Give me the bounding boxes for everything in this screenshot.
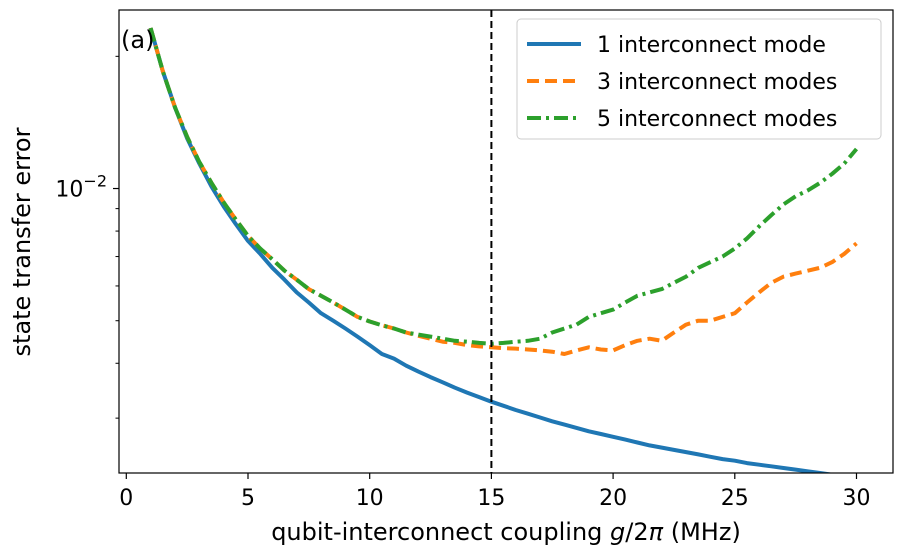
panel-label: (a) xyxy=(121,26,154,54)
x-axis-label: qubit-interconnect coupling g/2π (MHz) xyxy=(271,518,741,546)
plot-frame xyxy=(118,9,894,474)
legend: 1 interconnect mode 3 interconnect modes 5… xyxy=(516,18,882,140)
x-tick-label: 5 xyxy=(241,486,255,511)
x-tick-label: 15 xyxy=(477,486,505,511)
x-tick-label: 20 xyxy=(599,486,627,511)
series-line-1 xyxy=(148,27,835,473)
legend-label-1: 1 interconnect mode xyxy=(597,33,826,58)
x-tick-label: 30 xyxy=(842,486,870,511)
series-layer xyxy=(148,27,859,473)
x-tick-label: 25 xyxy=(721,486,749,511)
x-tick-label: 10 xyxy=(356,486,384,511)
x-axis-label-pi: π xyxy=(649,518,664,546)
legend-label-2: 3 interconnect modes xyxy=(597,70,837,95)
x-tick-label: 0 xyxy=(119,486,133,511)
series-line-3 xyxy=(148,27,859,346)
ticks-layer: 0 5 10 15 20 25 30 10−2 xyxy=(55,55,870,511)
x-axis-label-g: g xyxy=(610,518,625,546)
series-line-2 xyxy=(148,27,858,356)
legend-box xyxy=(516,18,882,140)
x-axis-label-mid: /2 xyxy=(625,518,648,546)
y-axis-label: state transfer error xyxy=(8,127,36,356)
x-axis-label-post: (MHz) xyxy=(663,518,741,546)
x-axis-label-pre: qubit-interconnect coupling xyxy=(271,518,610,546)
y-tick-label: 10−2 xyxy=(55,172,107,203)
legend-label-3: 5 interconnect modes xyxy=(597,107,837,132)
